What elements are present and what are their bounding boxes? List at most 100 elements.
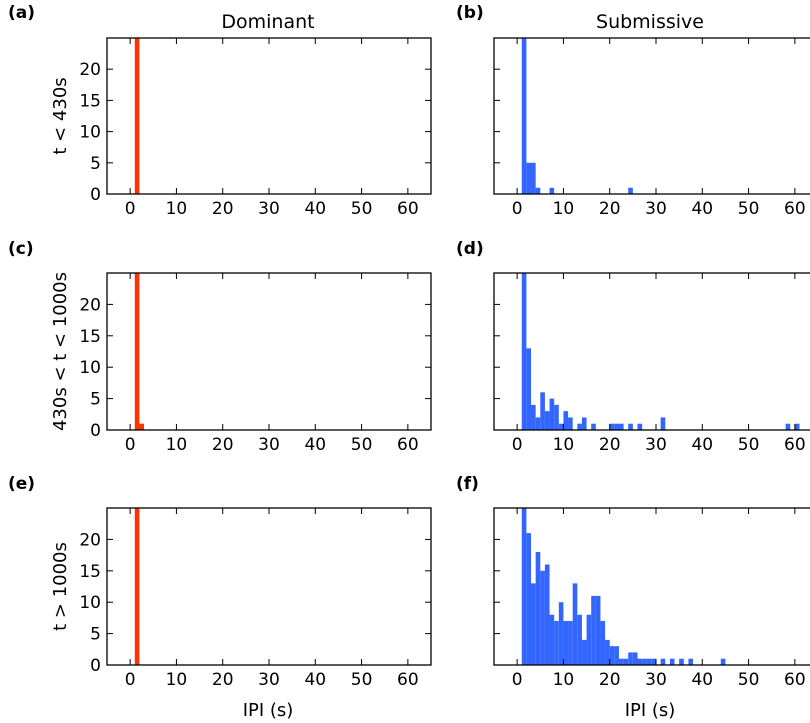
y-tick-label: 0 (90, 656, 101, 676)
bars (134, 38, 140, 194)
y-tick-label: 10 (79, 358, 101, 378)
histogram-bar (535, 417, 541, 430)
plot-frame (106, 37, 432, 195)
histogram-bar (660, 417, 666, 430)
x-tick-label: 0 (125, 199, 136, 219)
plot-frame (493, 37, 810, 195)
histogram-bar (139, 423, 145, 430)
histogram-bar (549, 614, 555, 665)
histogram-bar (558, 602, 564, 665)
panel-label: (f) (456, 474, 479, 494)
histogram-bar (609, 646, 615, 665)
bars (134, 508, 140, 665)
x-tick-label: 60 (397, 435, 419, 455)
histogram-bar (554, 621, 559, 665)
y-tick-label: 10 (79, 593, 101, 613)
histogram-bar (642, 658, 647, 665)
histogram-bar (558, 423, 564, 430)
y-axis-title: t < 430s (50, 77, 71, 154)
x-tick-label: 40 (304, 670, 326, 690)
x-tick-label: 30 (645, 670, 667, 690)
y-tick-label: 20 (79, 530, 101, 550)
x-tick-label: 10 (166, 670, 188, 690)
histogram-bar (660, 658, 666, 665)
x-axis-title-submissive: IPI (s) (625, 700, 676, 721)
x-tick-label: 50 (738, 199, 760, 219)
x-tick-label: 30 (258, 435, 280, 455)
histogram-bar (577, 614, 582, 665)
panel-label: (a) (8, 3, 35, 23)
y-tick-label: 5 (90, 390, 101, 410)
histogram-bar (794, 423, 800, 430)
histogram-bar (618, 658, 624, 665)
histogram-bar (595, 595, 601, 665)
plot-frame (106, 272, 432, 431)
histogram-bar (586, 614, 592, 665)
histogram-bar (669, 658, 675, 665)
x-tick-label: 40 (304, 199, 326, 219)
x-tick-label: 10 (166, 435, 188, 455)
histogram-bar (535, 551, 541, 665)
histogram-bar (134, 273, 140, 430)
x-tick-label: 60 (397, 199, 419, 219)
x-tick-label: 10 (553, 670, 575, 690)
histogram-bar (549, 398, 555, 430)
x-tick-label: 50 (351, 199, 373, 219)
y-tick-label: 15 (79, 562, 101, 582)
x-tick-label: 40 (691, 199, 713, 219)
x-tick-label: 0 (125, 670, 136, 690)
histogram-bar (605, 639, 610, 665)
x-tick-label: 60 (397, 670, 419, 690)
histogram-bar (623, 658, 629, 665)
x-tick-label: 10 (166, 199, 188, 219)
histogram-bar (581, 417, 587, 430)
histogram-bar (600, 621, 606, 665)
x-tick-label: 10 (553, 199, 575, 219)
histogram-bar (646, 658, 652, 665)
histogram-bar (628, 423, 633, 430)
histogram-bar (563, 621, 569, 665)
y-tick-label: 5 (90, 154, 101, 174)
x-tick-label: 0 (512, 670, 523, 690)
x-tick-label: 30 (258, 199, 280, 219)
histogram-bar (614, 646, 619, 665)
column-title-dominant: Dominant (221, 11, 314, 33)
x-tick-label: 40 (691, 435, 713, 455)
panel-label: (c) (8, 239, 34, 259)
histogram-bar (572, 583, 578, 665)
panel-label: (e) (8, 474, 35, 494)
plot-frame (106, 507, 432, 666)
histogram-bar (568, 621, 573, 665)
x-tick-label: 10 (553, 435, 575, 455)
histogram-bar (526, 533, 532, 665)
x-tick-label: 20 (599, 435, 621, 455)
histogram-bar (577, 423, 582, 430)
histogram-bar (134, 508, 140, 665)
panel-a: (a) 0 10 20 30 40 50 60 0 5 10 15 20 t < 430s (8, 3, 432, 219)
y-tick-label: 15 (79, 91, 101, 111)
x-tick-label: 0 (512, 199, 523, 219)
histogram-bar (521, 38, 527, 194)
x-tick-label: 50 (738, 435, 760, 455)
histogram-bar (134, 38, 140, 194)
histogram-bar (581, 639, 587, 665)
x-tick-label: 30 (258, 670, 280, 690)
histogram-bar (591, 595, 596, 665)
x-tick-label: 20 (212, 670, 234, 690)
x-tick-label: 50 (351, 670, 373, 690)
histogram-bar (531, 404, 536, 430)
histogram-bar (531, 162, 536, 194)
histogram-bar (544, 411, 550, 430)
histogram-bar (540, 570, 545, 665)
histogram-bar (591, 423, 596, 430)
bars (521, 508, 726, 665)
panel-b: (b) 0 10 20 30 40 50 60 (456, 3, 810, 219)
y-tick-label: 15 (79, 327, 101, 347)
histogram-bar (535, 187, 541, 194)
histogram-bar (609, 423, 615, 430)
x-tick-label: 20 (599, 199, 621, 219)
histogram-bar (628, 652, 633, 665)
histogram-bar (526, 162, 532, 194)
